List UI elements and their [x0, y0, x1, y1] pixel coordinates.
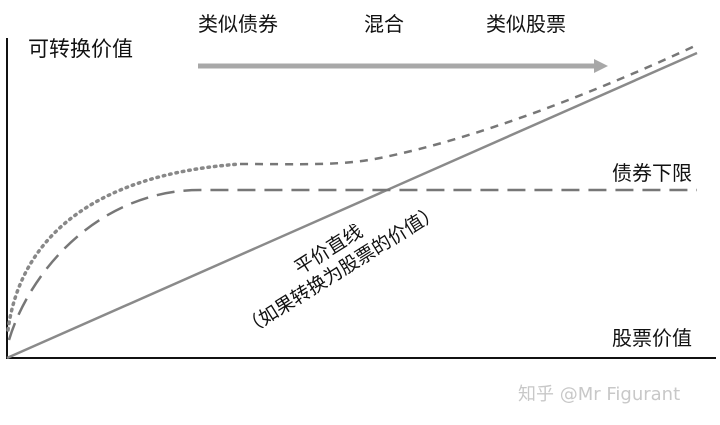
- x-axis-label: 股票价值: [612, 326, 692, 350]
- bond-floor-curve: [7, 188, 697, 341]
- bond-floor-label: 债券下限: [612, 161, 692, 185]
- convertible-value-curve-dashed: [239, 43, 698, 166]
- phase-label-equity: 类似股票: [486, 12, 566, 36]
- y-axis-label: 可转换价值: [28, 37, 133, 61]
- phase-arrow-head: [594, 59, 608, 73]
- parity-line: [6, 51, 698, 360]
- watermark: 知乎 @Mr Figurant: [518, 384, 681, 405]
- phase-label-bond: 类似债券: [198, 12, 278, 36]
- phase-label-hybrid: 混合: [364, 12, 404, 36]
- convertible-value-curve-dotted: [6, 162, 242, 332]
